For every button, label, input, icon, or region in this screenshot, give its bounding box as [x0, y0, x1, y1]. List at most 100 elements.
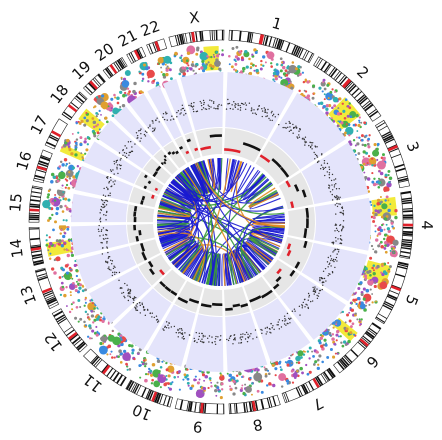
separator — [43, 222, 154, 226]
scatter-point — [178, 388, 181, 391]
lavender-point — [332, 241, 334, 243]
scatter-point — [45, 239, 48, 242]
scatter-point — [352, 298, 356, 302]
lavender-point — [136, 306, 138, 308]
cytoband — [330, 68, 338, 78]
lavender-point — [288, 122, 291, 124]
link — [251, 226, 285, 235]
scatter-point — [327, 104, 332, 108]
lavender-point — [338, 198, 340, 200]
scatter-point — [207, 61, 210, 64]
scatter-point — [194, 375, 197, 378]
scatter-point — [386, 182, 392, 188]
lavender-point — [296, 136, 298, 138]
cytoband — [248, 401, 253, 412]
scatter-point — [288, 78, 291, 81]
cytoband — [128, 381, 135, 391]
scatter-point — [272, 78, 275, 81]
lavender-point — [105, 219, 107, 221]
scatter-point — [322, 104, 326, 109]
scatter-point — [185, 374, 189, 377]
scatter-point — [354, 312, 357, 315]
cytoband — [113, 62, 120, 72]
scatter-point — [290, 362, 293, 365]
scatter-point — [375, 183, 378, 186]
lavender-point — [235, 103, 237, 105]
lavender-point — [335, 224, 338, 226]
lavender-point — [116, 168, 118, 170]
scatter-point — [370, 215, 374, 219]
lavender-segment — [96, 120, 152, 169]
scatter-point — [344, 343, 348, 346]
lavender-point — [196, 341, 198, 344]
cytoband — [148, 43, 154, 54]
lavender-point — [151, 316, 153, 318]
scatter-point — [162, 73, 166, 77]
lavender-point — [341, 228, 343, 231]
scatter-point — [144, 378, 148, 383]
scatter-point — [185, 59, 189, 62]
lavender-point — [156, 117, 158, 119]
lavender-point — [103, 214, 105, 216]
scatter-point — [131, 348, 135, 352]
scatter-point — [51, 213, 54, 217]
scatter-point — [389, 203, 392, 206]
lavender-point — [152, 122, 154, 124]
scatter-point — [372, 219, 376, 223]
link — [189, 249, 207, 279]
scatter-point — [360, 121, 363, 124]
scatter-point — [384, 240, 388, 245]
scatter-point — [70, 268, 73, 271]
cnv-arc — [209, 134, 222, 138]
scatter-point — [313, 363, 316, 366]
scatter-point — [242, 70, 245, 73]
lavender-point — [147, 127, 150, 129]
cytoband — [294, 46, 301, 57]
lavender-point — [237, 103, 239, 105]
cnv-arc — [178, 145, 184, 150]
lavender-point — [298, 136, 301, 138]
link — [230, 160, 243, 193]
scatter-point — [214, 60, 221, 67]
scatter-point — [383, 233, 388, 237]
lavender-point — [163, 329, 165, 331]
scatter-point — [371, 293, 374, 295]
lavender-point — [265, 115, 267, 118]
scatter-point — [60, 281, 64, 285]
lavender-point — [295, 127, 298, 129]
scatter-point — [380, 200, 383, 204]
scatter-point — [367, 155, 371, 158]
lavender-point — [188, 334, 191, 336]
lavender-point — [179, 328, 181, 330]
lavender-point — [334, 266, 336, 269]
centromere — [359, 338, 369, 347]
scatter-point — [124, 91, 127, 94]
scatter-point — [45, 243, 49, 247]
lavender-point — [202, 107, 205, 109]
scatter-point — [67, 249, 70, 252]
scatter-point — [251, 393, 253, 396]
scatter-point — [270, 62, 273, 65]
lavender-point — [293, 308, 296, 310]
cytoband — [45, 296, 56, 301]
cnv-loss-arc — [276, 268, 282, 275]
scatter-point — [192, 69, 195, 72]
lavender-point — [129, 151, 132, 154]
scatter-point — [48, 206, 52, 210]
lavender-point — [119, 159, 121, 161]
scatter-point — [295, 355, 301, 362]
cytoband — [358, 95, 367, 104]
cytoband — [402, 230, 413, 234]
lavender-point — [99, 235, 101, 237]
lavender-point — [107, 188, 109, 190]
scatter-point — [388, 268, 391, 271]
scatter-point — [315, 350, 320, 354]
lavender-point — [261, 110, 264, 112]
cytoband — [357, 341, 366, 349]
scatter-point — [337, 335, 340, 338]
lavender-point — [141, 303, 143, 306]
scatter-point — [48, 257, 52, 260]
scatter-point — [171, 381, 174, 384]
lavender-point — [100, 199, 103, 201]
scatter-point — [360, 318, 363, 321]
